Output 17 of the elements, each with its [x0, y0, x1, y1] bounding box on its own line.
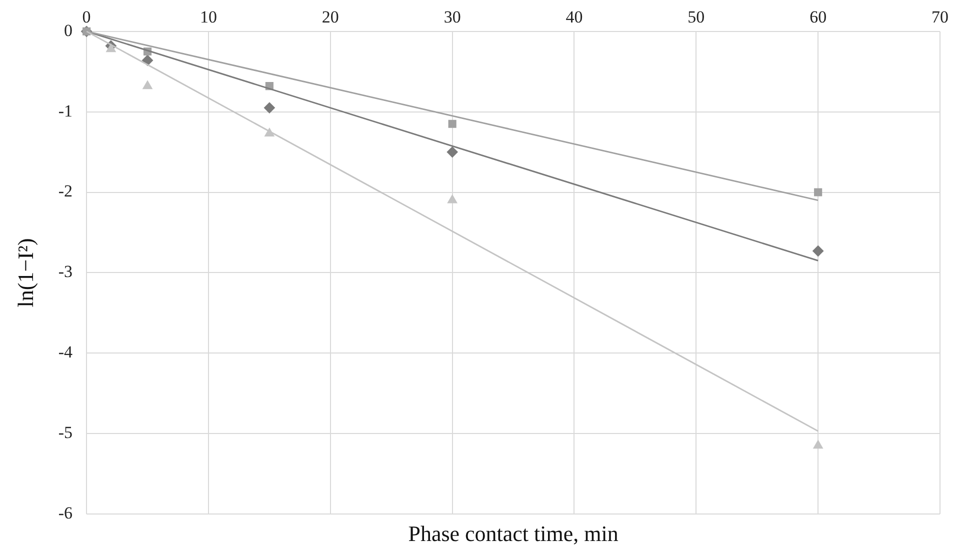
x-tick-label: 20 [322, 8, 339, 27]
y-tick-label: -1 [58, 101, 73, 120]
y-tick-label: -5 [58, 423, 73, 442]
y-tick-label: -6 [58, 503, 73, 522]
y-tick-label: -3 [58, 262, 73, 282]
x-tick-label: 70 [932, 8, 948, 27]
x-tick-label: 10 [200, 8, 217, 27]
x-tick-label: 0 [82, 8, 91, 27]
y-tick-label: -2 [58, 182, 73, 201]
x-tick-label: 30 [444, 8, 461, 27]
x-tick-label: 60 [810, 8, 827, 27]
y-tick-label: 0 [64, 20, 73, 40]
x-tick-label: 40 [566, 8, 583, 27]
x-tick-label: 50 [688, 8, 705, 27]
y-tick-label: -4 [58, 342, 74, 362]
x-axis-title: Phase contact time, min [408, 520, 618, 546]
y-axis-title: ln(1−I²) [12, 238, 38, 308]
